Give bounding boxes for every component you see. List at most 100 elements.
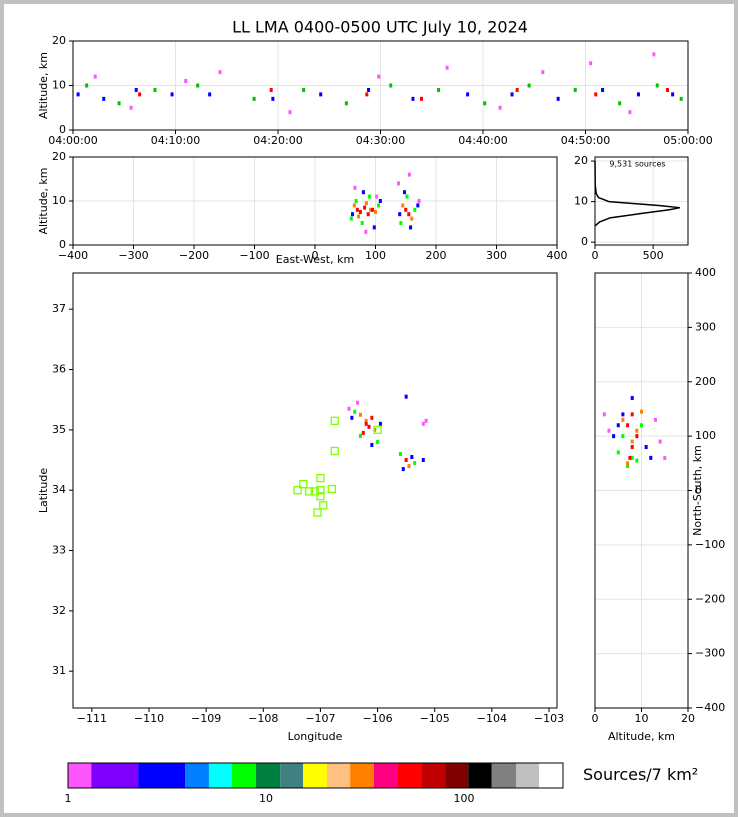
source-point — [367, 424, 371, 429]
x-tick-label: 10 — [635, 712, 649, 725]
x-tick-label: 05:00:00 — [663, 134, 712, 147]
source-point — [396, 181, 400, 186]
source-point — [378, 199, 382, 203]
station — [330, 416, 339, 425]
source-point — [370, 415, 374, 420]
colorbar-tick-label: 10 — [259, 792, 273, 805]
color-segment — [445, 763, 469, 788]
source-point — [618, 101, 622, 106]
source-point — [377, 74, 381, 79]
source-point — [117, 101, 121, 106]
y-tick-label: 20 — [52, 34, 66, 47]
source-point — [85, 83, 89, 88]
plot-marks — [594, 161, 681, 227]
source-point — [510, 92, 514, 97]
chart-title: LL LMA 0400-0500 UTC July 10, 2024 — [232, 18, 528, 37]
y-tick-label: −400 — [695, 701, 725, 714]
source-point — [515, 87, 519, 92]
source-point — [626, 461, 630, 466]
source-point — [626, 464, 630, 469]
source-point — [358, 412, 362, 417]
y-tick-label: 37 — [52, 302, 66, 315]
source-point — [612, 434, 616, 439]
y-tick-label: 0 — [59, 238, 66, 251]
source-point — [376, 439, 380, 444]
station — [327, 484, 337, 494]
source-point — [653, 417, 657, 422]
source-point — [208, 92, 212, 97]
x-tick-label: 100 — [365, 249, 386, 262]
source-point — [466, 92, 470, 97]
color-segment — [468, 763, 492, 788]
source-point — [635, 428, 639, 433]
y-tick-label: 20 — [52, 150, 66, 163]
x-axis-label: Altitude, km — [608, 730, 675, 743]
source-point — [351, 212, 355, 217]
x-tick-label: 400 — [547, 249, 568, 262]
source-point — [410, 455, 414, 460]
source-point — [271, 96, 275, 101]
y-tick-label: 32 — [52, 604, 66, 617]
source-point — [413, 461, 417, 466]
source-point — [364, 418, 368, 423]
source-point — [363, 205, 367, 210]
source-point — [399, 221, 403, 225]
color-segment — [421, 763, 446, 788]
color-segment — [68, 763, 92, 788]
source-point — [218, 70, 222, 75]
color-segment — [303, 763, 327, 788]
source-point — [594, 92, 598, 97]
y-tick-label: 10 — [52, 194, 66, 207]
color-segment — [326, 763, 351, 788]
x-tick-label: −111 — [77, 712, 107, 725]
source-point — [367, 194, 371, 199]
source-point — [358, 433, 362, 438]
y-tick-label: 10 — [52, 79, 66, 92]
source-point — [628, 110, 632, 115]
y-axis-label: Altitude, km — [37, 52, 50, 119]
station — [293, 486, 302, 495]
x-axis-label: Longitude — [288, 730, 343, 743]
source-point — [628, 455, 632, 460]
source-point — [370, 207, 374, 212]
source-point — [541, 70, 545, 75]
x-tick-label: 20 — [681, 712, 695, 725]
source-point — [616, 450, 620, 455]
source-point — [357, 214, 361, 219]
x-tick-label: −100 — [239, 249, 269, 262]
y-tick-label: 34 — [52, 483, 66, 496]
color-segment — [280, 763, 304, 788]
x-tick-label: 04:40:00 — [458, 134, 507, 147]
axes-frame — [72, 156, 558, 246]
source-point — [361, 190, 365, 195]
source-point — [352, 203, 356, 208]
source-point — [404, 458, 408, 463]
source-point — [573, 87, 577, 92]
source-point — [349, 216, 353, 221]
source-point — [196, 83, 200, 88]
x-tick-label: 04:10:00 — [151, 134, 200, 147]
x-tick-label: −400 — [58, 249, 88, 262]
source-point — [663, 455, 667, 460]
source-point — [377, 203, 381, 208]
source-point — [404, 394, 408, 399]
source-point — [360, 221, 364, 225]
x-tick-label: −105 — [420, 712, 450, 725]
x-tick-label: 04:20:00 — [253, 134, 302, 147]
x-tick-label: −300 — [118, 249, 148, 262]
source-point — [409, 225, 413, 230]
station — [304, 487, 314, 496]
source-point — [350, 415, 354, 420]
source-point — [437, 87, 441, 92]
source-point — [102, 96, 106, 101]
station — [319, 501, 328, 510]
source-point — [364, 229, 368, 234]
source-point — [366, 212, 370, 217]
source-point — [405, 194, 409, 199]
source-point — [401, 467, 405, 472]
source-point — [401, 203, 405, 208]
source-point — [630, 445, 634, 449]
y-tick-label: 35 — [52, 423, 66, 436]
source-point — [76, 92, 80, 97]
source-point — [621, 434, 625, 439]
